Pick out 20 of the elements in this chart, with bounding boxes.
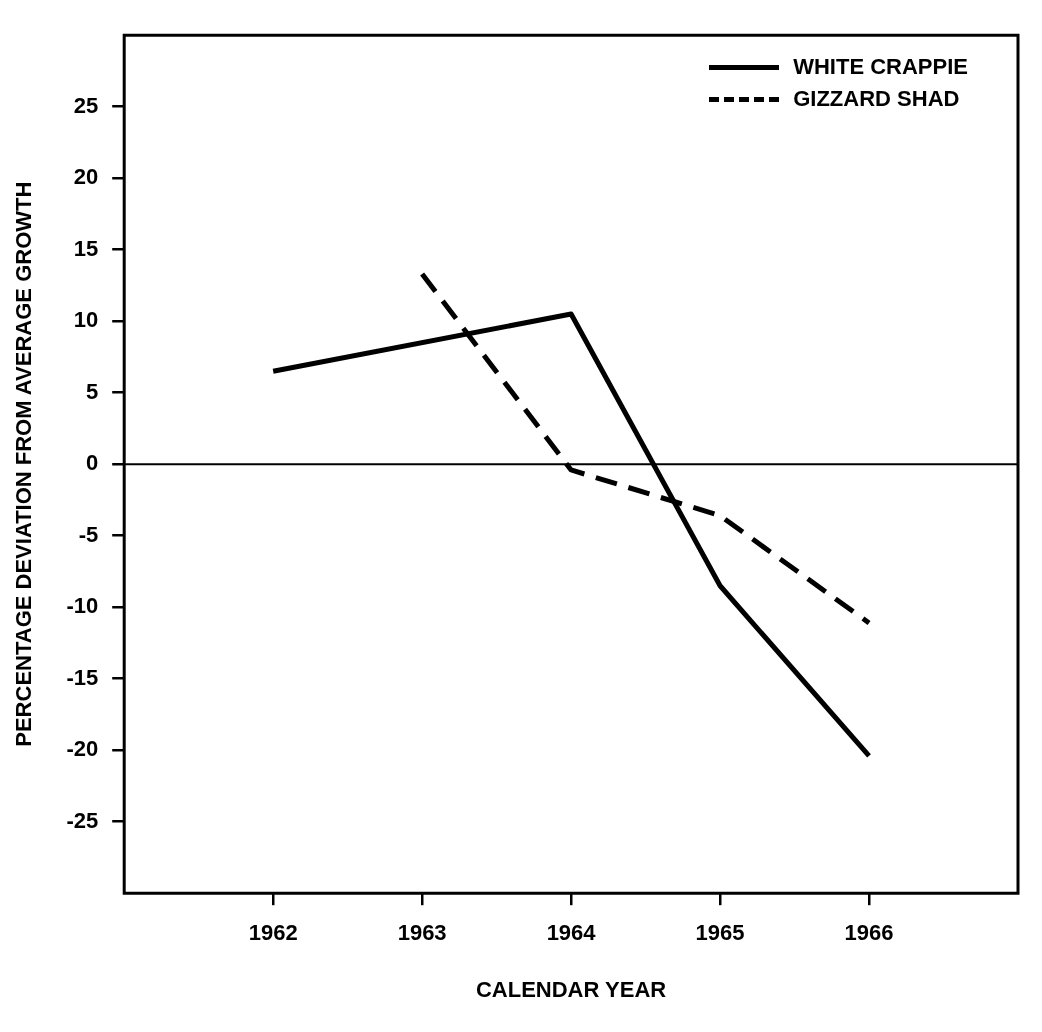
y-tick-label: 10 bbox=[73, 307, 99, 333]
x-tick-label: 1966 bbox=[844, 920, 894, 946]
y-tick-label: -10 bbox=[66, 593, 99, 619]
y-tick-label: -15 bbox=[66, 664, 99, 690]
y-axis-title: PERCENTAGE DEVIATION FROM AVERAGE GROWTH bbox=[11, 181, 37, 747]
y-tick-label: 5 bbox=[85, 378, 99, 404]
y-tick-label: -5 bbox=[78, 521, 99, 547]
x-tick-label: 1964 bbox=[546, 920, 597, 946]
x-tick-label: 1965 bbox=[695, 920, 745, 946]
y-tick-label: -20 bbox=[66, 736, 99, 762]
x-axis-title: CALENDAR YEAR bbox=[475, 976, 667, 1002]
x-tick-label: 1963 bbox=[397, 920, 447, 946]
y-tick-label: 0 bbox=[85, 450, 99, 476]
legend-label: GIZZARD SHAD bbox=[793, 86, 960, 112]
y-tick-label: 25 bbox=[73, 92, 99, 118]
legend-label: WHITE CRAPPIE bbox=[793, 54, 968, 80]
y-tick-label: 20 bbox=[73, 164, 99, 190]
y-tick-label: -25 bbox=[66, 807, 99, 833]
y-tick-label: 15 bbox=[73, 235, 99, 261]
x-tick-label: 1962 bbox=[248, 920, 298, 946]
